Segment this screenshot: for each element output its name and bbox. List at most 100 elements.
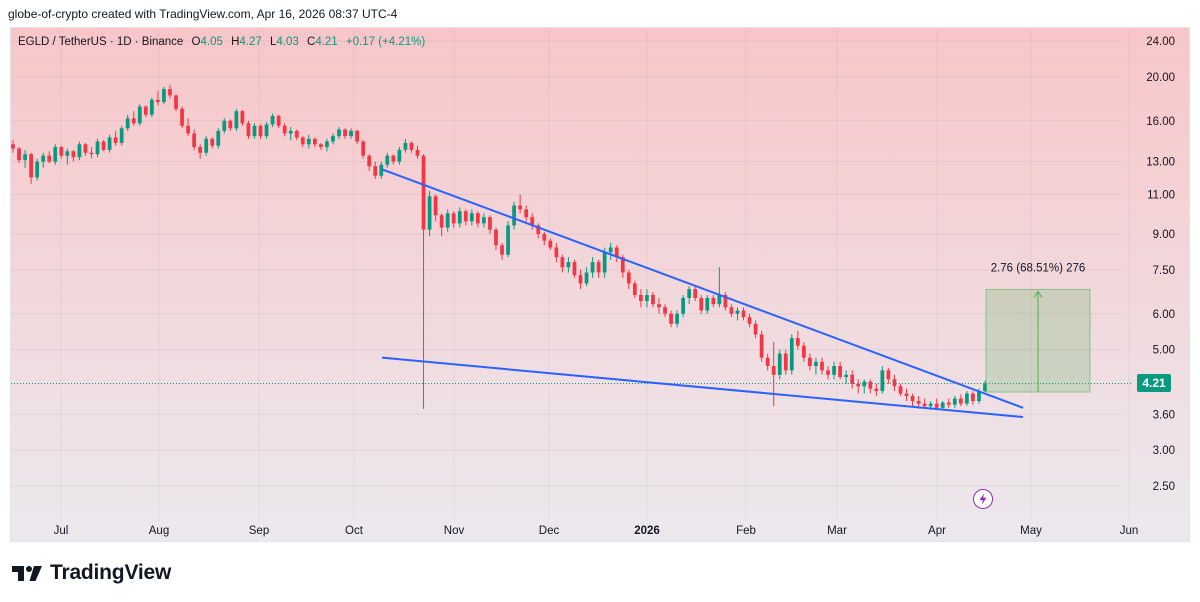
legend-low: 4.03 <box>276 36 299 48</box>
candle-body <box>705 298 710 311</box>
candle-body <box>928 403 933 407</box>
candle-body <box>65 151 70 156</box>
candle-body <box>771 366 776 375</box>
candle-body <box>814 361 818 367</box>
candle-body <box>602 252 607 273</box>
candle-body <box>482 217 486 224</box>
candle-body <box>180 108 184 126</box>
candle-body <box>711 298 716 305</box>
candle-body <box>850 374 855 384</box>
candle-body <box>312 138 317 145</box>
candle-body <box>475 213 480 224</box>
candle-body <box>620 257 625 273</box>
candle-body <box>445 213 450 228</box>
candle-body <box>808 357 812 367</box>
price-range-arrowhead <box>1033 290 1043 298</box>
candle-body <box>29 154 33 178</box>
y-tick-label: 3.60 <box>1153 409 1175 421</box>
attribution-text: globe-of-crypto created with TradingView… <box>8 7 398 21</box>
candle-body <box>886 370 891 380</box>
y-tick-label: 2.50 <box>1153 481 1175 493</box>
candle-body <box>826 370 830 375</box>
candle-body <box>131 118 136 124</box>
candle-body <box>119 128 124 143</box>
y-tick-label: 7.50 <box>1153 265 1175 277</box>
y-axis: 24.00 20.00 16.00 13.00 11.00 9.00 7.50 6.00 5.0… <box>1146 36 1175 493</box>
candle-body <box>95 141 100 155</box>
candle-body <box>548 240 553 248</box>
candle-body <box>421 155 426 230</box>
candle-body <box>795 338 800 346</box>
candle-body <box>802 345 806 358</box>
candle-body <box>946 402 951 405</box>
candle-body <box>560 257 565 268</box>
candle-body <box>367 155 372 167</box>
candle-body <box>614 247 619 258</box>
candle-body <box>983 383 987 392</box>
candle-body <box>880 370 885 392</box>
candle-body <box>246 123 251 137</box>
grid <box>11 28 1130 521</box>
y-tick-label: 5.00 <box>1153 345 1175 357</box>
candle-body <box>149 99 154 115</box>
lightning-glyph <box>979 493 987 505</box>
candle-body <box>608 247 613 253</box>
candle-body <box>89 152 94 155</box>
candle-body <box>874 388 879 392</box>
chart-pane[interactable]: 24.00 20.00 16.00 13.00 11.00 9.00 7.50 6.00 5.0… <box>10 27 1190 542</box>
candle-body <box>252 125 257 137</box>
candle-body <box>198 147 203 153</box>
x-tick-label: Oct <box>345 525 364 537</box>
candle-body <box>415 149 420 156</box>
candle-body <box>234 111 239 129</box>
candle-body <box>53 147 58 162</box>
candle-body <box>789 338 794 371</box>
candle-body <box>216 130 221 146</box>
candle-body <box>433 196 438 216</box>
x-tick-label: Jul <box>54 525 69 537</box>
candle-body <box>463 211 468 222</box>
candle-body <box>282 125 287 134</box>
candle-body <box>451 213 456 224</box>
candle-body <box>759 334 764 358</box>
candle-body <box>524 209 529 218</box>
ohlc-legend: EGLD / TetherUS · 1D · Binance O4.05 H4.… <box>18 36 425 48</box>
candle-body <box>566 262 571 268</box>
y-tick-label: 6.00 <box>1153 309 1175 321</box>
candle-body <box>319 144 323 148</box>
price-chart[interactable]: 24.00 20.00 16.00 13.00 11.00 9.00 7.50 6.00 5.0… <box>11 28 1190 542</box>
candle-body <box>270 115 275 125</box>
candle-body <box>258 125 263 137</box>
legend-high-label: H <box>231 36 240 48</box>
footer-branding[interactable]: TradingView <box>12 561 171 585</box>
candle-body <box>35 161 40 178</box>
legend-change: +0.17 (+4.21%) <box>345 36 426 48</box>
lower-trendline <box>381 356 1024 419</box>
candle-body <box>385 155 390 165</box>
legend-close-label: C <box>307 36 316 48</box>
candle-body <box>403 142 408 150</box>
annotations[interactable]: 2.76 (68.51%) 276 <box>11 168 1133 419</box>
candle-body <box>23 154 27 161</box>
candle-body <box>699 298 704 311</box>
candle-body <box>222 120 227 131</box>
candle-body <box>41 155 46 162</box>
x-tick-label: Apr <box>928 525 946 537</box>
x-tick-label: Nov <box>444 525 465 537</box>
candle-body <box>536 225 541 234</box>
x-tick-label: Aug <box>149 525 169 537</box>
candle-body <box>626 272 631 284</box>
legend-symbol: EGLD / TetherUS · 1D · Binance <box>18 36 184 48</box>
lightning-icon[interactable] <box>973 489 993 509</box>
candle-body <box>542 233 547 241</box>
candle-body <box>59 147 64 156</box>
candle-body <box>361 141 366 156</box>
candle-body <box>409 142 414 150</box>
candle-body <box>952 398 957 405</box>
x-tick-label: 2026 <box>634 525 660 537</box>
x-tick-label: Mar <box>827 525 847 537</box>
candle-body <box>17 148 21 161</box>
candle-body <box>916 401 921 404</box>
candle-body <box>325 141 329 148</box>
candle-body <box>783 353 788 371</box>
